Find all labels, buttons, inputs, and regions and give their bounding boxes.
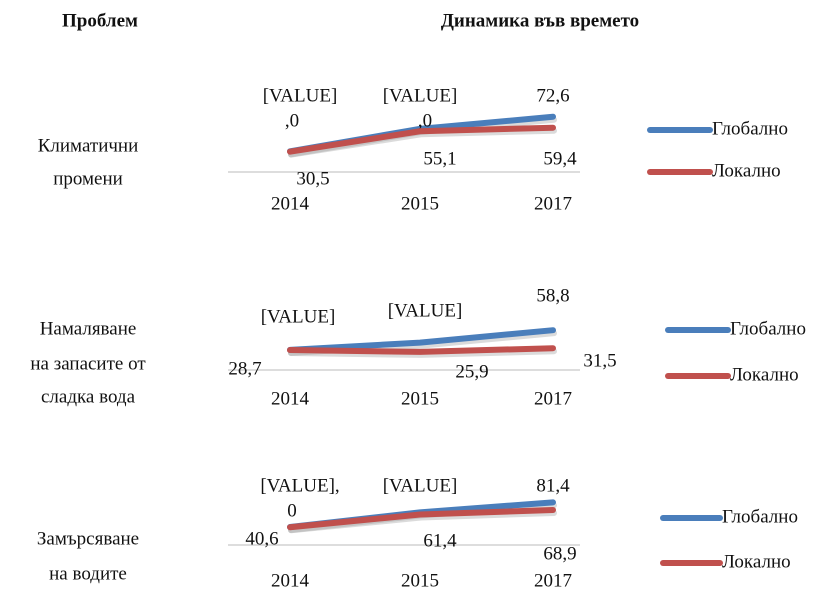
series-line xyxy=(287,327,556,353)
data-label: 40,6 xyxy=(245,528,278,549)
data-label: [VALUE] xyxy=(388,300,463,321)
data-label: 30,5 xyxy=(296,168,329,189)
line-shadow xyxy=(288,127,557,158)
x-tick-label: 2015 xyxy=(401,388,439,409)
data-label: [VALUE] xyxy=(383,85,458,106)
data-label: 0 xyxy=(287,500,297,521)
legend-label: Локално xyxy=(722,551,791,572)
problem-label: на водите xyxy=(49,563,127,584)
data-label: 81,4 xyxy=(536,475,570,496)
line-shadow xyxy=(288,509,557,534)
data-label: ,0 xyxy=(285,110,299,131)
problem-label: Намаляване xyxy=(40,318,137,339)
x-tick-label: 2014 xyxy=(271,570,310,591)
problem-label: Климатични xyxy=(38,135,139,156)
legend-label: Локално xyxy=(730,364,799,385)
problem-label: сладка вода xyxy=(41,386,136,407)
legend-label: Глобално xyxy=(722,506,798,527)
series-line xyxy=(287,124,556,155)
data-label: 55,1 xyxy=(423,148,456,169)
data-label: 31,5 xyxy=(583,350,616,371)
data-label: 25,9 xyxy=(455,361,488,382)
x-tick-label: 2014 xyxy=(271,193,310,214)
data-label: ,0 xyxy=(418,110,432,131)
header-dynamics: Динамика във времето xyxy=(441,10,639,31)
x-tick-label: 2014 xyxy=(271,388,310,409)
legend-label: Глобално xyxy=(730,318,806,339)
data-label: [VALUE] xyxy=(383,475,458,496)
data-label: [VALUE] xyxy=(263,85,338,106)
problem-label: Замърсяване xyxy=(37,528,139,549)
x-tick-label: 2017 xyxy=(534,193,572,214)
data-label: 61,4 xyxy=(423,530,457,551)
x-tick-label: 2015 xyxy=(401,193,439,214)
data-label: 58,8 xyxy=(536,285,569,306)
data-label: 68,9 xyxy=(543,543,576,564)
x-tick-label: 2015 xyxy=(401,570,439,591)
data-label: 59,4 xyxy=(543,148,577,169)
series-line xyxy=(287,506,556,531)
data-label: 28,7 xyxy=(228,358,261,379)
data-label: 72,6 xyxy=(536,85,569,106)
x-tick-label: 2017 xyxy=(534,388,572,409)
series-line xyxy=(287,345,556,355)
problem-label: промени xyxy=(53,168,123,189)
legend-label: Локално xyxy=(712,160,781,181)
x-tick-label: 2017 xyxy=(534,570,572,591)
legend-label: Глобално xyxy=(712,118,788,139)
problem-label: на запасите от xyxy=(30,353,146,374)
header-problem: Проблем xyxy=(62,10,138,31)
data-label: [VALUE], xyxy=(260,475,339,496)
data-label: [VALUE] xyxy=(261,306,336,327)
